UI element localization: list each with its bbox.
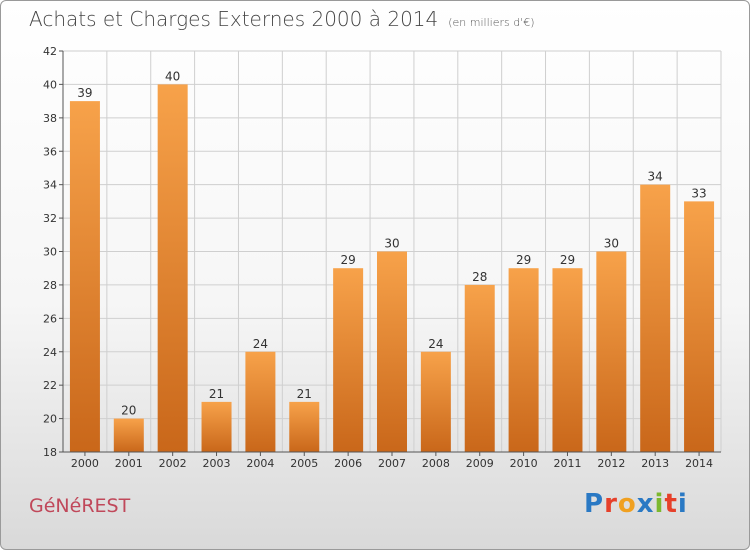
y-tick-label: 34 xyxy=(43,179,57,192)
x-tick-label-2004: 2004 xyxy=(246,457,274,470)
bar-2012 xyxy=(596,251,627,452)
chart-title: Achats et Charges Externes 2000 à 2014 (e… xyxy=(29,7,535,31)
y-tick-label: 30 xyxy=(43,246,57,259)
x-tick-label-2001: 2001 xyxy=(115,457,143,470)
bar-2003 xyxy=(201,401,232,452)
data-label-2000: 39 xyxy=(77,86,92,100)
logo-letter: P xyxy=(584,489,605,519)
data-label-2014: 33 xyxy=(691,186,706,200)
logo-letter: i xyxy=(654,489,665,519)
proxiti-logo: Proxiti xyxy=(584,489,688,519)
y-tick-label: 28 xyxy=(43,279,57,292)
data-label-2007: 30 xyxy=(384,237,399,251)
logo-letter: t xyxy=(664,489,678,519)
y-tick-label: 32 xyxy=(43,212,57,225)
bar-2009 xyxy=(464,284,495,452)
x-tick-label-2003: 2003 xyxy=(203,457,231,470)
data-label-2001: 20 xyxy=(121,404,136,418)
data-label-2006: 29 xyxy=(340,253,355,267)
y-tick-label: 40 xyxy=(43,78,57,91)
bar-2001 xyxy=(113,418,144,452)
x-tick-label-2006: 2006 xyxy=(334,457,362,470)
data-label-2003: 21 xyxy=(209,387,224,401)
chart-unit: (en milliers d'€) xyxy=(448,16,535,29)
data-label-2012: 30 xyxy=(604,237,619,251)
x-tick-label-2011: 2011 xyxy=(553,457,581,470)
bar-2014 xyxy=(684,201,715,452)
x-tick-label-2000: 2000 xyxy=(71,457,99,470)
y-tick-label: 22 xyxy=(43,379,57,392)
x-tick-label-2008: 2008 xyxy=(422,457,450,470)
bar-2007 xyxy=(377,251,407,452)
data-label-2009: 28 xyxy=(472,270,487,284)
bar-2002 xyxy=(157,84,188,453)
x-tick-label-2013: 2013 xyxy=(641,457,669,470)
y-tick-label: 20 xyxy=(43,413,57,426)
y-tick-label: 36 xyxy=(43,145,57,158)
x-tick-label-2010: 2010 xyxy=(510,457,538,470)
bar-2005 xyxy=(289,401,320,452)
bar-2010 xyxy=(508,268,539,452)
x-tick-label-2014: 2014 xyxy=(685,457,713,470)
x-tick-label-2009: 2009 xyxy=(466,457,494,470)
data-label-2010: 29 xyxy=(516,253,531,267)
bar-2008 xyxy=(420,351,451,452)
data-label-2013: 34 xyxy=(648,170,663,184)
chart-title-text: Achats et Charges Externes 2000 à 2014 xyxy=(29,7,439,31)
bar-2004 xyxy=(245,351,276,452)
y-tick-label: 42 xyxy=(43,45,57,58)
bar-2000 xyxy=(69,101,100,452)
data-label-2002: 40 xyxy=(165,69,180,83)
axes: 18 20 22 24 26 28 30 32 34 36 38 40 42 2000 2001 2002 20… xyxy=(43,45,721,470)
bars: 39 20 40 21 24 21 29 30 24 28 29 29 30 34 33 xyxy=(69,69,715,453)
y-tick-label: 18 xyxy=(43,446,57,459)
y-tick-label: 26 xyxy=(43,312,57,325)
y-tick-label: 38 xyxy=(43,112,57,125)
logo-letter: i xyxy=(677,489,688,519)
data-label-2008: 24 xyxy=(428,337,443,351)
x-tick-label-2002: 2002 xyxy=(159,457,187,470)
y-tick-label: 24 xyxy=(43,346,57,359)
logo-letter: x xyxy=(636,489,655,519)
data-label-2011: 29 xyxy=(560,253,575,267)
data-label-2004: 24 xyxy=(253,337,268,351)
logo-letter: o xyxy=(617,489,637,519)
bar-2013 xyxy=(640,184,671,452)
x-tick-label-2012: 2012 xyxy=(597,457,625,470)
data-label-2005: 21 xyxy=(297,387,312,401)
x-tick-label-2007: 2007 xyxy=(378,457,406,470)
bar-2006 xyxy=(333,268,364,452)
x-tick-label-2005: 2005 xyxy=(290,457,318,470)
commune-name: GéNéREST xyxy=(29,495,131,517)
logo-letter: r xyxy=(604,489,618,519)
bar-2011 xyxy=(552,268,583,452)
